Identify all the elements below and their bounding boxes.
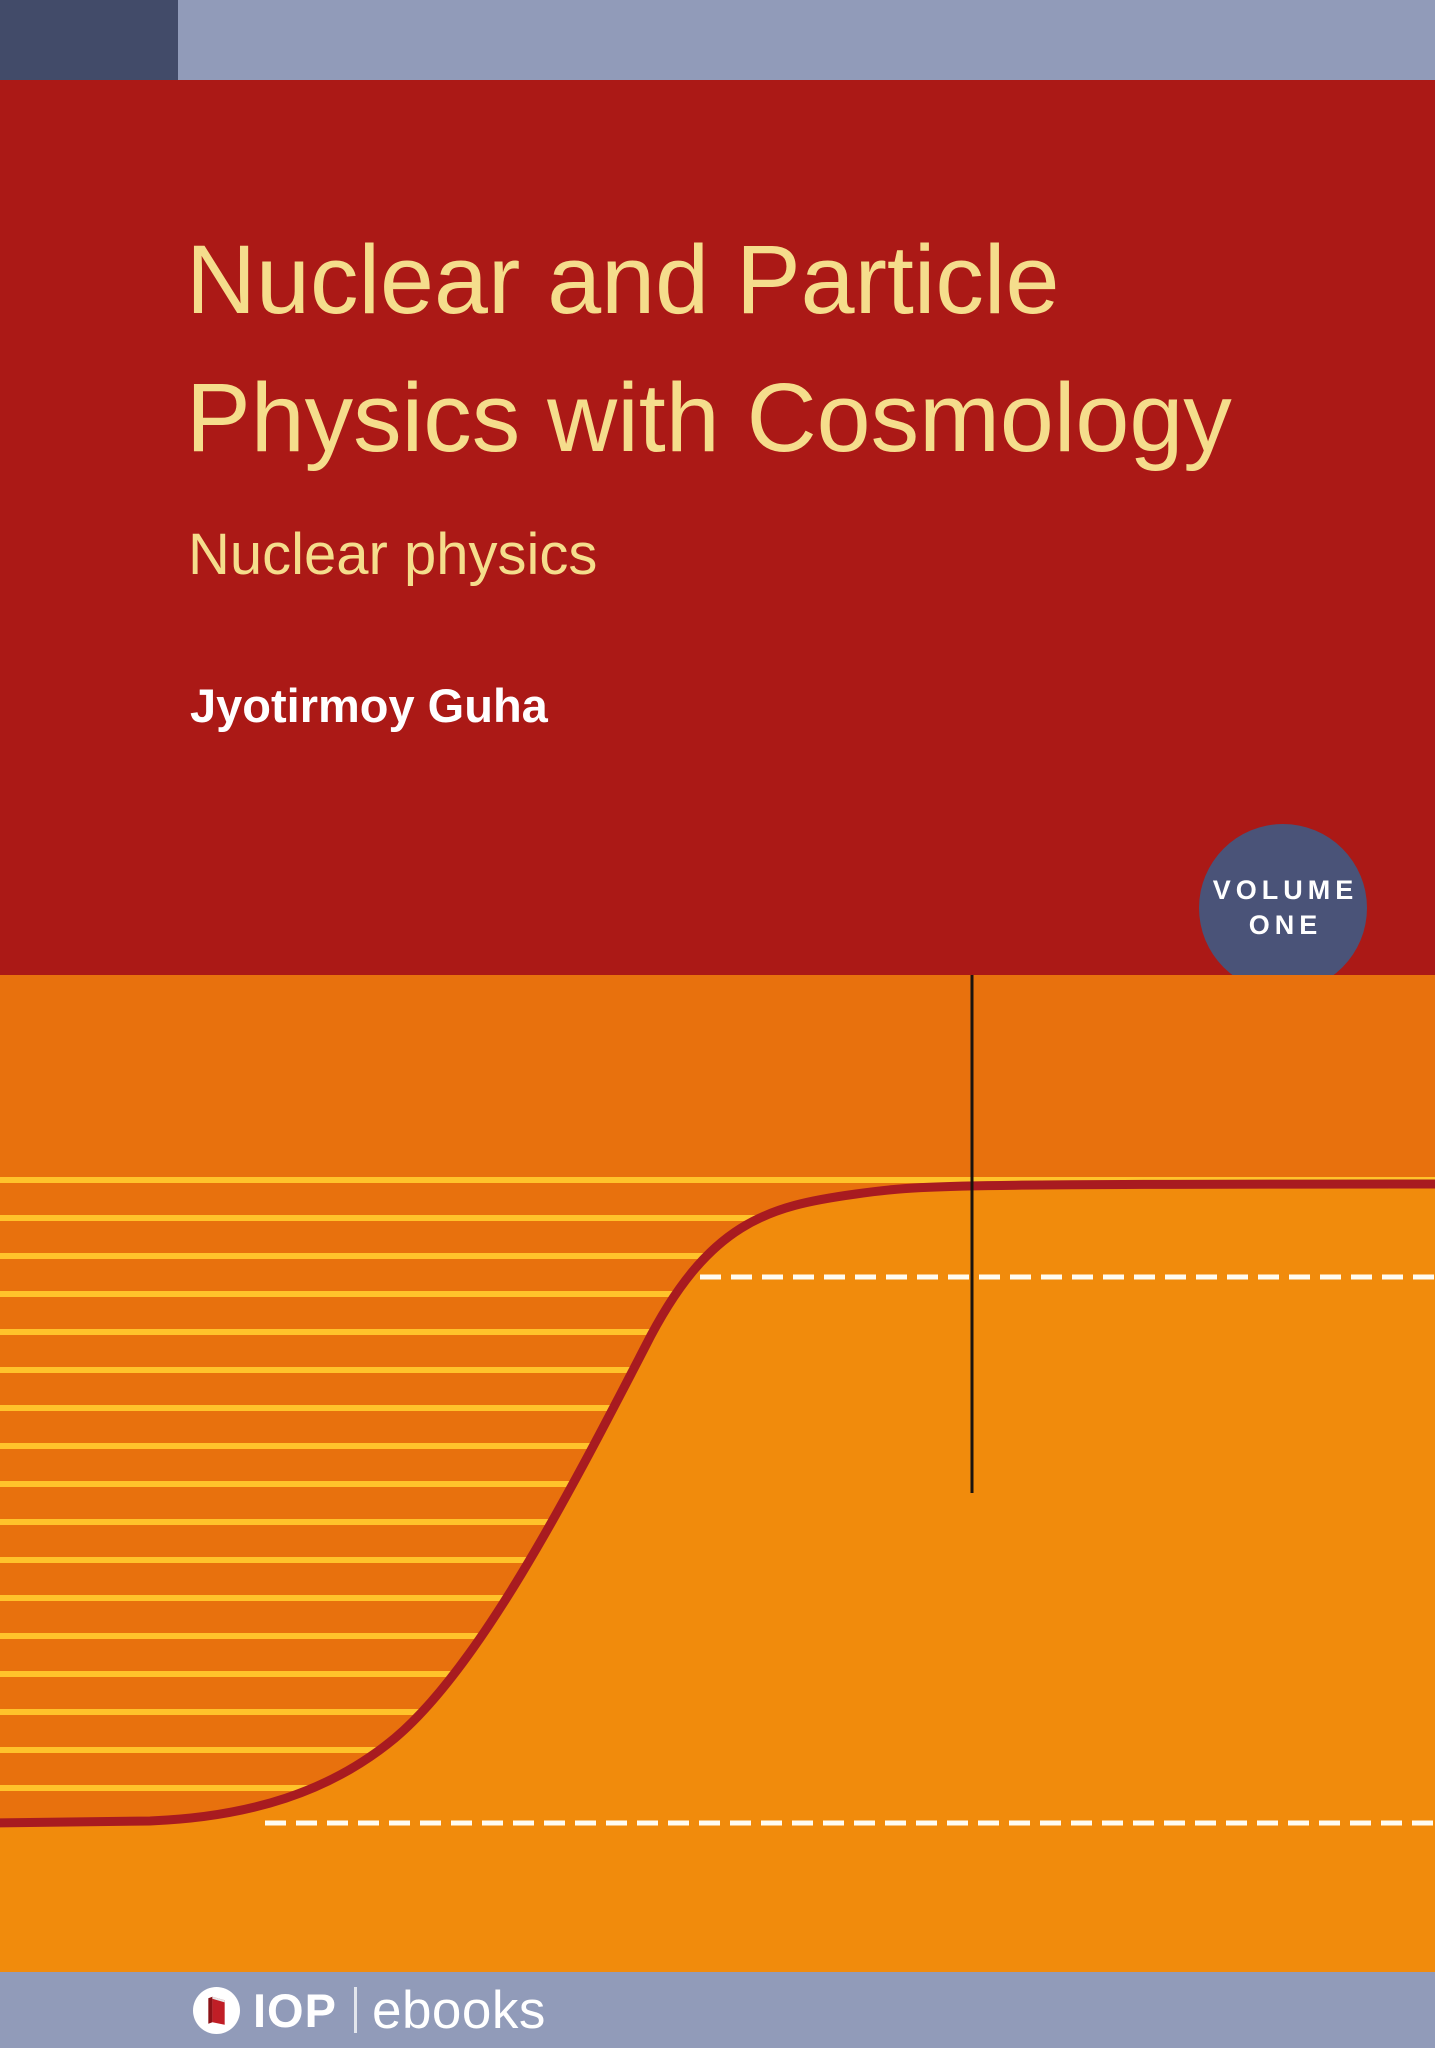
book-title-line2: Physics with Cosmology: [186, 363, 1232, 472]
top-left-navy-block: [0, 0, 178, 80]
stripe: [0, 1177, 1435, 1183]
book-title: Nuclear and Particle Physics with Cosmol…: [186, 211, 1232, 487]
cover-header: Nuclear and Particle Physics with Cosmol…: [0, 80, 1435, 992]
iop-ebooks-logo: IOP ebooks: [193, 1980, 546, 2041]
footer-bar: IOP ebooks: [0, 1972, 1435, 2048]
volume-badge-line2: ONE: [1248, 910, 1323, 940]
iop-wordmark: IOP: [253, 1983, 337, 2037]
volume-badge: VOLUME ONE: [1199, 824, 1367, 992]
sigmoid-curve: [0, 1179, 1435, 1828]
volume-badge-line1: VOLUME: [1212, 875, 1359, 905]
book-subtitle: Nuclear physics: [188, 522, 598, 587]
author-name: Jyotirmoy Guha: [190, 679, 548, 732]
cover-artwork: [0, 975, 1435, 1972]
body-region-light-orange: [0, 1184, 1435, 1972]
iop-book-icon: [193, 1986, 240, 2034]
logo-divider: [353, 1987, 357, 2033]
ebooks-wordmark: ebooks: [371, 1980, 546, 2040]
stripe: [0, 1215, 1435, 1221]
book-title-line1: Nuclear and Particle: [186, 225, 1060, 334]
top-gray-bar: [178, 0, 1435, 80]
